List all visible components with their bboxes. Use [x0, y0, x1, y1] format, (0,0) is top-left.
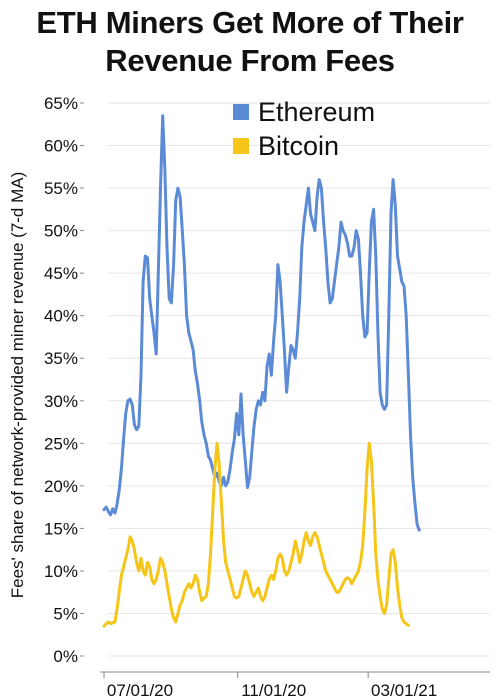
y-tick-label: 15% [44, 519, 78, 538]
y-axis-label: Fees' share of network-provided miner re… [8, 172, 27, 599]
y-tick-label: 25% [44, 434, 78, 453]
legend-label-ethereum: Ethereum [258, 97, 375, 127]
x-tick-label: 03/01/21 [371, 681, 437, 700]
grid-lines [108, 102, 490, 657]
series-line-bitcoin [102, 441, 410, 628]
x-axis: 07/01/20 11/01/20 03/01/21 [100, 671, 490, 700]
legend: Ethereum Bitcoin [233, 97, 375, 161]
y-tick-label: 20% [44, 477, 78, 496]
x-tick-label: 11/01/20 [241, 681, 306, 700]
y-tick-label: 0% [53, 647, 78, 666]
legend-label-bitcoin: Bitcoin [258, 131, 339, 161]
series-lines [102, 114, 421, 628]
y-tick-label: 5% [53, 604, 78, 623]
legend-swatch-bitcoin [233, 138, 249, 154]
chart-title: ETH Miners Get More of Their Revenue Fro… [0, 4, 500, 80]
series-line-ethereum [102, 114, 421, 532]
y-tick-label: 30% [44, 392, 78, 411]
y-tick-label: 10% [44, 562, 78, 581]
y-tick-label: 65% [44, 94, 78, 113]
y-tick-label: 55% [44, 179, 78, 198]
x-tick-label: 07/01/20 [107, 681, 173, 700]
y-axis: 0% 5% 10% 15% 20% 25% 30% 35% 40% 45% 50% 55% 60% 65% [44, 94, 84, 666]
y-tick-label: 45% [44, 264, 78, 283]
y-tick-label: 60% [44, 137, 78, 156]
chart-title-line-2: Revenue From Fees [105, 43, 395, 78]
y-tick-label: 35% [44, 349, 78, 368]
y-tick-label: 40% [44, 307, 78, 326]
y-tick-label: 50% [44, 222, 78, 241]
chart-title-line-1: ETH Miners Get More of Their [36, 5, 464, 40]
legend-swatch-ethereum [233, 104, 249, 120]
